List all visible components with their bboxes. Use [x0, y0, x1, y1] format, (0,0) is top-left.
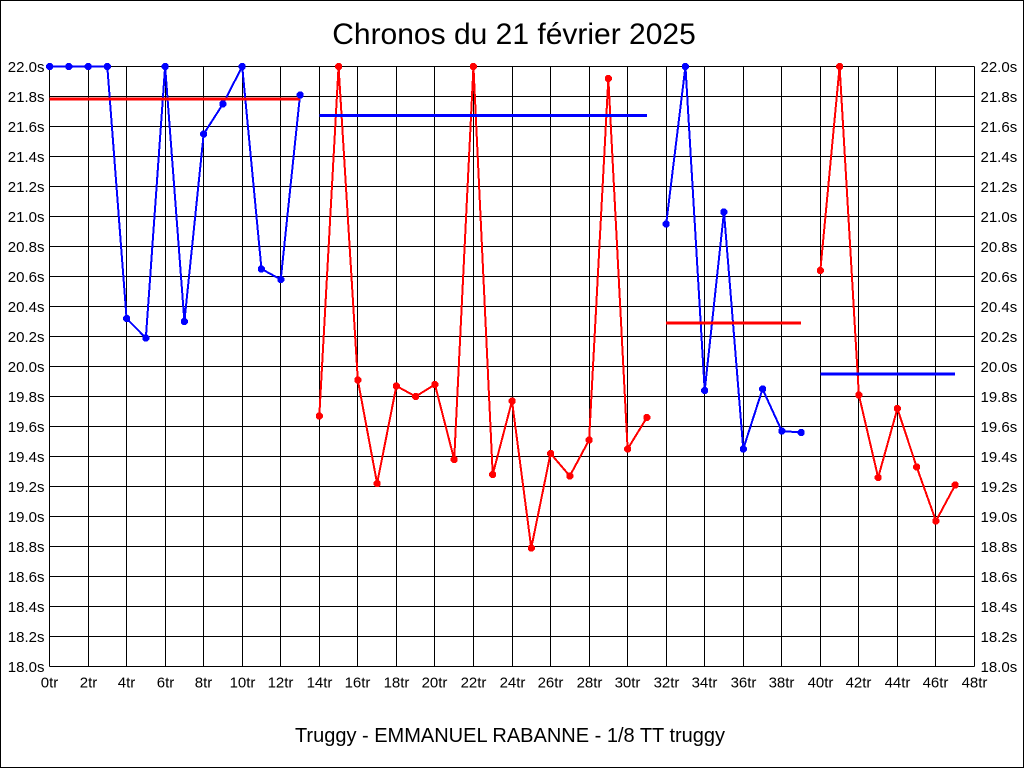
- svg-text:16tr: 16tr: [345, 675, 371, 692]
- svg-text:36tr: 36tr: [731, 675, 757, 692]
- svg-text:Chronos du 21 février 2025: Chronos du 21 février 2025: [332, 18, 696, 51]
- svg-text:19.0s: 19.0s: [8, 509, 45, 526]
- svg-text:12tr: 12tr: [268, 675, 294, 692]
- svg-text:20tr: 20tr: [422, 675, 448, 692]
- svg-text:32tr: 32tr: [654, 675, 680, 692]
- svg-text:30tr: 30tr: [615, 675, 641, 692]
- svg-text:18.4s: 18.4s: [8, 599, 45, 616]
- svg-text:18.8s: 18.8s: [8, 539, 45, 556]
- svg-text:19.4s: 19.4s: [8, 449, 45, 466]
- svg-text:18.0s: 18.0s: [981, 659, 1018, 676]
- svg-text:22tr: 22tr: [461, 675, 487, 692]
- svg-text:6tr: 6tr: [157, 675, 175, 692]
- svg-text:26tr: 26tr: [538, 675, 564, 692]
- svg-text:19.8s: 19.8s: [8, 389, 45, 406]
- svg-text:21.8s: 21.8s: [981, 89, 1018, 106]
- svg-text:21.2s: 21.2s: [8, 179, 45, 196]
- svg-text:18tr: 18tr: [384, 675, 410, 692]
- svg-text:42tr: 42tr: [846, 675, 872, 692]
- svg-text:20.8s: 20.8s: [981, 239, 1018, 256]
- svg-text:10tr: 10tr: [230, 675, 256, 692]
- svg-text:21.0s: 21.0s: [981, 209, 1018, 226]
- svg-text:21.0s: 21.0s: [8, 209, 45, 226]
- svg-text:24tr: 24tr: [500, 675, 526, 692]
- svg-text:18.2s: 18.2s: [981, 629, 1018, 646]
- svg-text:18.4s: 18.4s: [981, 599, 1018, 616]
- svg-text:28tr: 28tr: [577, 675, 603, 692]
- svg-text:4tr: 4tr: [118, 675, 136, 692]
- svg-text:0tr: 0tr: [41, 675, 59, 692]
- svg-text:21.2s: 21.2s: [981, 179, 1018, 196]
- svg-text:22.0s: 22.0s: [981, 59, 1018, 76]
- svg-text:18.8s: 18.8s: [981, 539, 1018, 556]
- svg-text:48tr: 48tr: [962, 675, 988, 692]
- svg-text:40tr: 40tr: [808, 675, 834, 692]
- svg-text:14tr: 14tr: [307, 675, 333, 692]
- svg-text:38tr: 38tr: [769, 675, 795, 692]
- svg-text:19.2s: 19.2s: [8, 479, 45, 496]
- svg-text:19.2s: 19.2s: [981, 479, 1018, 496]
- svg-text:19.8s: 19.8s: [981, 389, 1018, 406]
- svg-text:21.4s: 21.4s: [8, 149, 45, 166]
- svg-text:19.6s: 19.6s: [981, 419, 1018, 436]
- svg-text:20.0s: 20.0s: [981, 359, 1018, 376]
- svg-text:34tr: 34tr: [692, 675, 718, 692]
- svg-text:19.0s: 19.0s: [981, 509, 1018, 526]
- svg-text:18.2s: 18.2s: [8, 629, 45, 646]
- svg-text:44tr: 44tr: [885, 675, 911, 692]
- svg-text:18.0s: 18.0s: [8, 659, 45, 676]
- svg-text:19.4s: 19.4s: [981, 449, 1018, 466]
- svg-text:22.0s: 22.0s: [8, 59, 45, 76]
- svg-text:20.6s: 20.6s: [8, 269, 45, 286]
- svg-text:18.6s: 18.6s: [8, 569, 45, 586]
- svg-text:Truggy - EMMANUEL RABANNE - 1/: Truggy - EMMANUEL RABANNE - 1/8 TT trugg…: [295, 725, 725, 747]
- svg-text:21.8s: 21.8s: [8, 89, 45, 106]
- svg-text:19.6s: 19.6s: [8, 419, 45, 436]
- svg-text:18.6s: 18.6s: [981, 569, 1018, 586]
- svg-text:21.6s: 21.6s: [8, 119, 45, 136]
- svg-text:2tr: 2tr: [80, 675, 98, 692]
- svg-text:21.6s: 21.6s: [981, 119, 1018, 136]
- svg-text:20.2s: 20.2s: [981, 329, 1018, 346]
- svg-text:20.8s: 20.8s: [8, 239, 45, 256]
- svg-text:46tr: 46tr: [923, 675, 949, 692]
- svg-text:20.6s: 20.6s: [981, 269, 1018, 286]
- svg-text:20.2s: 20.2s: [8, 329, 45, 346]
- svg-text:8tr: 8tr: [195, 675, 213, 692]
- svg-text:20.4s: 20.4s: [8, 299, 45, 316]
- svg-text:21.4s: 21.4s: [981, 149, 1018, 166]
- svg-text:20.4s: 20.4s: [981, 299, 1018, 316]
- svg-text:20.0s: 20.0s: [8, 359, 45, 376]
